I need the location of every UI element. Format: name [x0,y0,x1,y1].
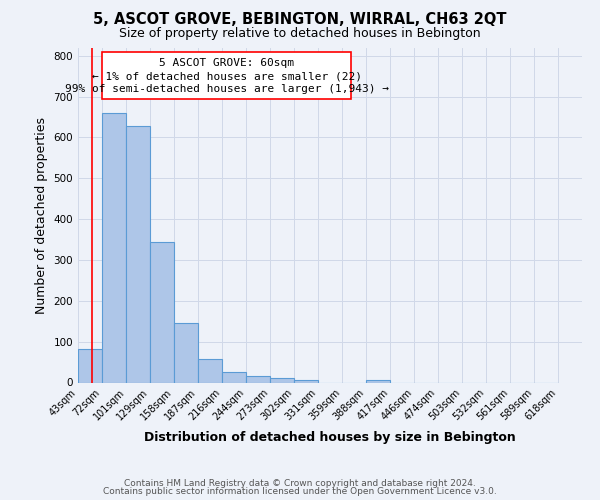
FancyBboxPatch shape [102,52,351,98]
Bar [246,376,270,382]
Text: 99% of semi-detached houses are larger (1,943) →: 99% of semi-detached houses are larger (… [65,84,389,94]
Text: 5, ASCOT GROVE, BEBINGTON, WIRRAL, CH63 2QT: 5, ASCOT GROVE, BEBINGTON, WIRRAL, CH63 … [93,12,507,28]
Bar [294,380,319,382]
Bar [270,378,294,382]
Text: 5 ASCOT GROVE: 60sqm: 5 ASCOT GROVE: 60sqm [159,58,294,68]
Bar [102,113,127,382]
Bar [366,380,390,382]
Text: Contains public sector information licensed under the Open Government Licence v3: Contains public sector information licen… [103,487,497,496]
Bar [127,126,150,382]
Bar [223,372,246,382]
X-axis label: Distribution of detached houses by size in Bebington: Distribution of detached houses by size … [144,430,516,444]
Bar [78,348,102,382]
Y-axis label: Number of detached properties: Number of detached properties [35,116,48,314]
Text: Contains HM Land Registry data © Crown copyright and database right 2024.: Contains HM Land Registry data © Crown c… [124,478,476,488]
Text: Size of property relative to detached houses in Bebington: Size of property relative to detached ho… [119,28,481,40]
Text: ← 1% of detached houses are smaller (22): ← 1% of detached houses are smaller (22) [92,71,362,81]
Bar [174,324,198,382]
Bar [198,359,223,382]
Bar [150,242,174,382]
